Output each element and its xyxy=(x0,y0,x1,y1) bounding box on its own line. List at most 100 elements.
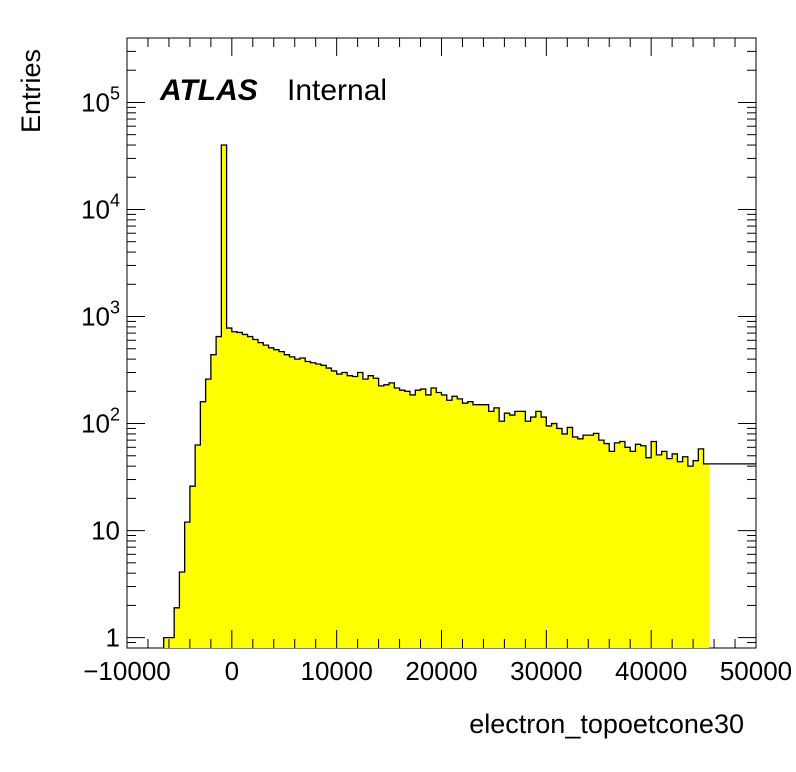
histogram-bar xyxy=(672,453,678,648)
histogram-bar xyxy=(231,331,238,648)
y-axis-title: Entries xyxy=(16,49,46,133)
histogram-bar xyxy=(609,451,615,648)
x-tick-label: 10000 xyxy=(301,656,373,686)
histogram-bar xyxy=(483,404,489,648)
histogram-bar xyxy=(305,361,311,648)
histogram-bar xyxy=(677,461,683,648)
histogram-bar xyxy=(189,486,196,648)
histogram-bar xyxy=(184,522,191,648)
histogram-bar xyxy=(457,398,463,648)
histogram-bar xyxy=(535,411,542,648)
histogram-bar xyxy=(163,637,170,648)
histogram-bar xyxy=(572,436,579,648)
histogram-bar xyxy=(562,433,568,648)
histogram-bar xyxy=(499,421,505,648)
histogram-bar xyxy=(168,637,175,648)
histogram-bar xyxy=(216,336,222,648)
histogram-bar xyxy=(441,394,448,648)
histogram-bar xyxy=(598,440,605,648)
histogram-bar xyxy=(336,374,343,648)
y-tick-label: 1 xyxy=(106,623,120,653)
histogram-bar xyxy=(357,372,364,648)
histogram-bar xyxy=(420,389,427,648)
x-tick-label: 0 xyxy=(225,656,239,686)
histogram-bar xyxy=(341,372,348,648)
histogram-bar xyxy=(352,376,358,648)
histogram-bar xyxy=(614,442,621,648)
histogram-bar xyxy=(436,392,442,648)
histogram-bar xyxy=(551,423,558,648)
histogram-bar xyxy=(645,457,652,648)
histogram-bar xyxy=(179,572,185,648)
histogram-bar xyxy=(294,359,301,648)
histogram-bar xyxy=(410,394,416,648)
histogram-bar xyxy=(703,463,710,648)
histogram-bar xyxy=(525,421,531,648)
x-tick-label: −10000 xyxy=(83,656,170,686)
histogram-bar xyxy=(478,404,484,648)
histogram-bar xyxy=(556,428,563,648)
histogram-bar xyxy=(394,387,400,648)
histogram-bar xyxy=(635,444,641,648)
histogram-bar xyxy=(651,441,657,648)
histogram-bar xyxy=(326,368,332,648)
y-tick-label: 102 xyxy=(81,405,120,439)
histogram-bar xyxy=(640,445,647,648)
histogram-bar xyxy=(195,445,201,648)
histogram-bar xyxy=(389,382,395,648)
histogram-bar xyxy=(289,356,296,648)
histogram-bar xyxy=(174,607,180,648)
x-tick-label: 30000 xyxy=(510,656,582,686)
histogram-bar xyxy=(493,407,500,648)
histogram-bar xyxy=(221,145,227,649)
histogram-bar xyxy=(698,448,704,648)
histogram-bar xyxy=(415,390,421,648)
x-tick-label: 40000 xyxy=(615,656,687,686)
histogram-bar xyxy=(226,328,233,648)
histogram-bar xyxy=(263,345,269,648)
histogram-bar xyxy=(624,447,631,648)
histogram-bar xyxy=(588,435,594,648)
histogram-bar xyxy=(661,451,668,648)
histogram-bar xyxy=(383,384,390,648)
y-tick-label: 105 xyxy=(81,83,120,117)
histogram-bar xyxy=(504,413,510,648)
histogram-bar xyxy=(362,379,369,648)
histogram-bar xyxy=(284,354,290,648)
histogram-bar xyxy=(404,391,411,648)
histogram-bar xyxy=(378,385,385,648)
histogram-bar xyxy=(593,433,600,648)
histogram-bar xyxy=(446,400,453,648)
tick-labels-layer: −10000 0 10000 20000 30000 40000 50000 1 10 102 10… xyxy=(81,83,792,686)
histogram-bar xyxy=(210,354,217,648)
histogram-bar xyxy=(247,336,254,648)
histogram-bar xyxy=(541,417,547,648)
histogram-bar xyxy=(331,370,337,648)
histogram-bar xyxy=(368,375,374,648)
histogram-bar xyxy=(431,387,437,648)
internal-label: Internal xyxy=(287,74,387,107)
histogram-bar xyxy=(619,441,626,648)
histogram-bar xyxy=(546,425,552,648)
histogram-bar xyxy=(425,394,432,648)
histogram-bar xyxy=(268,347,275,648)
histogram-bar xyxy=(514,411,521,648)
histogram-bar xyxy=(347,375,353,648)
histogram-bar xyxy=(258,342,264,648)
histogram-bar xyxy=(530,417,537,648)
histogram-bar xyxy=(577,438,584,648)
atlas-label: ATLAS xyxy=(159,74,258,107)
histogram-bar xyxy=(451,396,458,648)
histogram-bar xyxy=(200,401,206,648)
histogram-bar xyxy=(310,362,316,648)
histogram-bar xyxy=(682,456,689,648)
x-tick-label: 50000 xyxy=(720,656,792,686)
histogram-bar xyxy=(488,411,495,648)
histogram-bar xyxy=(693,460,699,648)
histogram-bar xyxy=(520,411,526,648)
histogram-bar xyxy=(666,458,673,648)
histogram-bar xyxy=(687,466,694,648)
histogram-bar xyxy=(299,357,306,648)
histogram-bar xyxy=(603,443,610,648)
